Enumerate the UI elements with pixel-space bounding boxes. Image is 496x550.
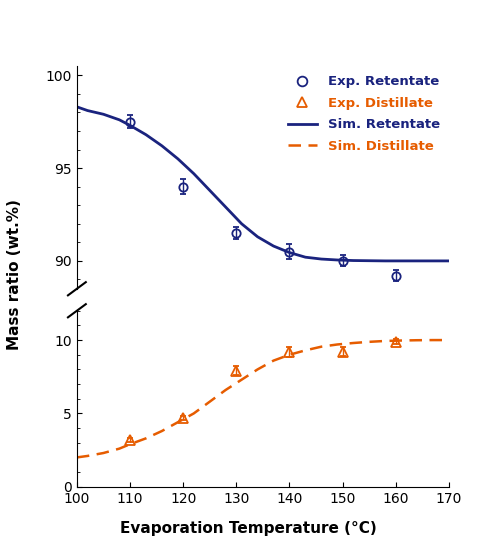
Text: Mass ratio (wt.%): Mass ratio (wt.%) [7,200,22,350]
Legend: Exp. Retentate, Exp. Distillate, Sim. Retentate, Sim. Distillate: Exp. Retentate, Exp. Distillate, Sim. Re… [283,70,445,158]
Text: Evaporation Temperature (°C): Evaporation Temperature (°C) [120,521,376,536]
